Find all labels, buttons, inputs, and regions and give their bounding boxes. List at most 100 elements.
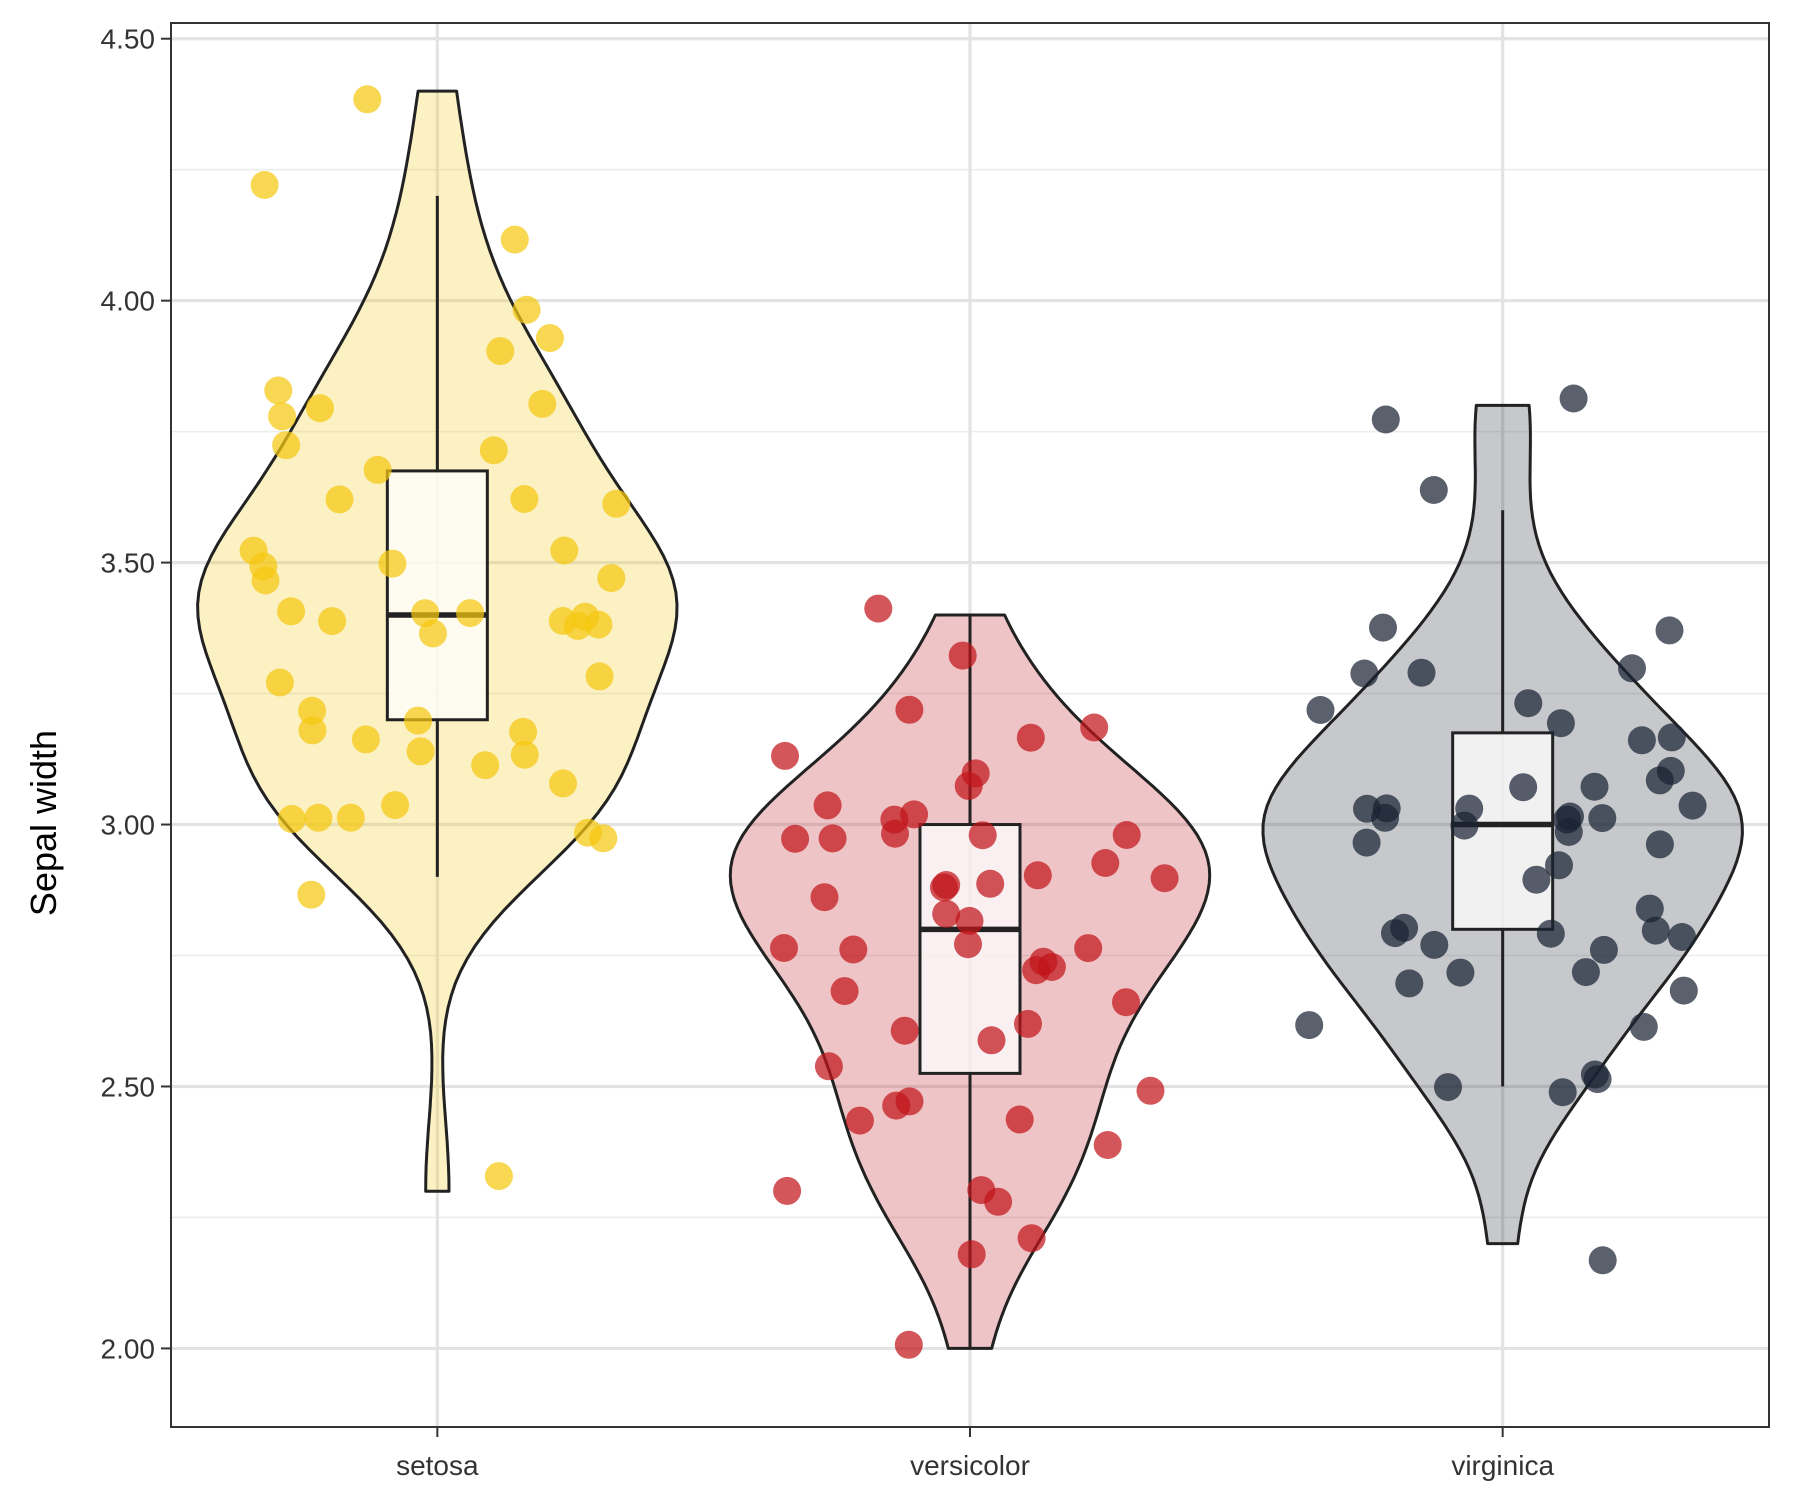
x-tick-label-virginica: virginica <box>1451 1450 1554 1481</box>
point-versicolor <box>954 930 982 959</box>
point-setosa <box>250 171 279 199</box>
point-setosa <box>353 85 382 114</box>
point-setosa <box>484 1162 513 1191</box>
point-virginica <box>1446 958 1475 987</box>
point-versicolor <box>932 899 961 928</box>
y-tick-label: 4.00 <box>101 286 156 317</box>
point-versicolor <box>839 935 868 964</box>
point-versicolor <box>976 869 1005 898</box>
point-setosa <box>509 717 538 746</box>
point-versicolor <box>1080 713 1109 742</box>
point-virginica <box>1618 654 1646 683</box>
point-versicolor <box>1023 861 1052 890</box>
point-virginica <box>1580 772 1609 801</box>
point-setosa <box>411 599 440 628</box>
point-versicolor <box>813 791 842 820</box>
point-versicolor <box>968 821 997 850</box>
point-virginica <box>1580 1060 1609 1089</box>
point-setosa <box>486 337 515 366</box>
point-virginica <box>1395 969 1424 998</box>
point-setosa <box>584 610 613 639</box>
y-tick-label: 3.00 <box>101 810 156 841</box>
point-setosa <box>363 455 392 484</box>
point-virginica <box>1641 916 1670 945</box>
point-versicolor <box>880 805 909 834</box>
point-virginica <box>1522 865 1551 894</box>
point-virginica <box>1369 613 1397 642</box>
point-versicolor <box>955 906 984 935</box>
point-virginica <box>1514 689 1543 718</box>
point-versicolor <box>977 1026 1006 1055</box>
x-tick-label-setosa: setosa <box>396 1450 479 1481</box>
point-setosa <box>264 376 293 405</box>
point-versicolor <box>895 695 924 724</box>
point-versicolor <box>814 1052 843 1081</box>
point-setosa <box>479 436 508 465</box>
point-virginica <box>1629 1012 1658 1041</box>
point-versicolor <box>890 1016 919 1045</box>
point-setosa <box>585 662 614 691</box>
point-virginica <box>1657 723 1686 752</box>
point-versicolor <box>771 741 799 770</box>
point-versicolor <box>1150 864 1179 893</box>
point-virginica <box>1306 696 1335 724</box>
point-virginica <box>1371 405 1400 434</box>
point-virginica <box>1407 658 1436 687</box>
point-setosa <box>251 566 280 595</box>
point-versicolor <box>1091 849 1120 877</box>
point-setosa <box>381 791 410 820</box>
point-virginica <box>1548 1078 1577 1107</box>
point-virginica <box>1588 804 1617 833</box>
point-versicolor <box>1136 1076 1165 1105</box>
point-virginica <box>1419 476 1448 504</box>
point-setosa <box>602 489 631 518</box>
point-versicolor <box>830 977 859 1006</box>
point-setosa <box>549 769 577 798</box>
point-virginica <box>1352 828 1381 857</box>
point-versicolor <box>882 1091 911 1120</box>
point-virginica <box>1678 791 1707 820</box>
point-virginica <box>1556 802 1584 831</box>
point-virginica <box>1645 830 1674 859</box>
point-setosa <box>510 740 539 769</box>
point-versicolor <box>1074 934 1103 963</box>
point-versicolor <box>1016 723 1045 752</box>
y-tick-label: 2.50 <box>101 1071 156 1102</box>
point-setosa <box>268 402 297 431</box>
x-tick-label-versicolor: versicolor <box>910 1450 1030 1481</box>
axes: 2.00 2.50 3.00 3.50 4.00 4.50 setosa versicolor… <box>101 24 1555 1481</box>
point-setosa <box>277 805 306 833</box>
point-setosa <box>277 597 306 626</box>
point-versicolor <box>1112 821 1141 849</box>
point-versicolor <box>1005 1105 1034 1134</box>
box-setosa <box>385 469 489 722</box>
point-virginica <box>1588 1246 1617 1275</box>
point-versicolor <box>1017 1224 1046 1253</box>
point-virginica <box>1536 919 1565 948</box>
point-versicolor <box>770 934 798 962</box>
point-virginica <box>1455 794 1484 823</box>
point-versicolor <box>1112 988 1140 1017</box>
point-setosa <box>528 389 557 418</box>
point-versicolor <box>773 1176 802 1205</box>
point-setosa <box>298 696 327 725</box>
point-setosa <box>512 295 541 324</box>
point-setosa <box>351 725 380 754</box>
point-setosa <box>265 668 294 697</box>
point-setosa <box>404 706 432 735</box>
y-tick-label: 2.00 <box>101 1333 156 1364</box>
point-versicolor <box>781 824 810 853</box>
point-virginica <box>1655 616 1684 645</box>
boxplots <box>385 195 1555 1349</box>
point-versicolor <box>1014 1009 1042 1038</box>
point-virginica <box>1635 894 1664 923</box>
point-virginica <box>1509 773 1538 802</box>
point-versicolor <box>864 594 893 623</box>
point-setosa <box>500 225 529 254</box>
point-setosa <box>406 737 435 766</box>
point-setosa <box>304 803 333 832</box>
point-setosa <box>510 485 539 513</box>
point-versicolor <box>894 1330 923 1359</box>
point-setosa <box>456 599 485 628</box>
